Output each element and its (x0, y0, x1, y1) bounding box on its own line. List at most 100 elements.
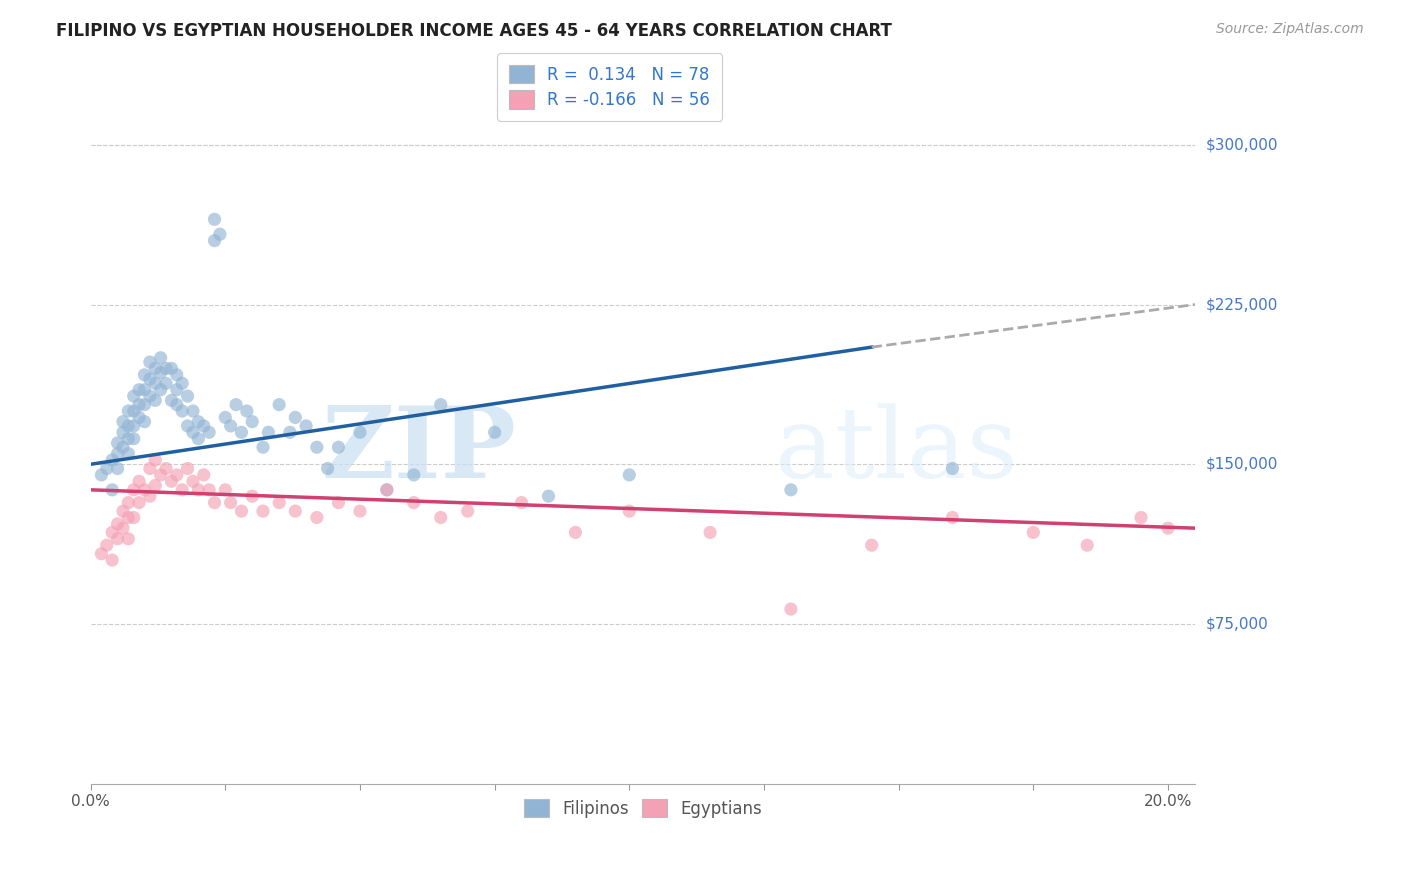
Point (107, 447, 129, 461)
Point (484, 425, 506, 440)
Point (225, 398, 247, 412)
Point (305, 440, 328, 454)
Point (128, 410, 150, 425)
Text: $300,000: $300,000 (1206, 137, 1278, 153)
Point (107, 532, 129, 546)
Point (149, 351, 172, 365)
Point (122, 389, 145, 403)
Point (122, 418, 145, 433)
Point (160, 475, 183, 489)
Point (219, 495, 242, 509)
Point (278, 425, 301, 440)
Point (510, 495, 533, 509)
Text: Source: ZipAtlas.com: Source: ZipAtlas.com (1216, 22, 1364, 37)
Point (193, 418, 215, 433)
Point (117, 418, 139, 433)
Point (139, 489, 162, 503)
Point (117, 532, 139, 546)
Point (149, 366, 172, 380)
Point (96, 538, 118, 552)
Point (204, 234, 226, 248)
Point (236, 404, 259, 418)
Point (1130, 510, 1153, 524)
Point (537, 489, 560, 503)
Point (143, 453, 166, 467)
Point (860, 538, 883, 552)
Point (198, 483, 221, 497)
Point (143, 478, 166, 492)
Point (1076, 538, 1098, 552)
Point (619, 467, 641, 482)
Point (204, 212, 226, 227)
Point (101, 553, 124, 567)
Point (90, 467, 112, 482)
Point (107, 461, 129, 475)
Point (1022, 525, 1045, 540)
Point (172, 404, 194, 418)
Point (139, 355, 162, 369)
Point (128, 495, 150, 509)
Point (284, 410, 307, 425)
Point (181, 475, 204, 489)
Point (160, 361, 183, 376)
Point (219, 418, 242, 433)
Point (1157, 521, 1180, 535)
Point (117, 495, 139, 509)
Point (117, 432, 139, 446)
Point (166, 383, 188, 397)
Point (134, 383, 156, 397)
Point (214, 483, 236, 497)
Point (143, 393, 166, 408)
Point (780, 483, 803, 497)
Point (204, 495, 226, 509)
Point (284, 504, 307, 518)
Point (328, 495, 350, 509)
Point (187, 432, 209, 446)
Point (122, 510, 145, 524)
Point (149, 467, 172, 482)
Point (122, 483, 145, 497)
Point (457, 504, 479, 518)
Point (305, 510, 328, 524)
Point (176, 461, 198, 475)
Point (111, 440, 134, 454)
Point (149, 383, 172, 397)
Point (257, 425, 280, 440)
Point (107, 516, 129, 531)
Point (214, 410, 236, 425)
Point (172, 483, 194, 497)
Text: FILIPINO VS EGYPTIAN HOUSEHOLDER INCOME AGES 45 - 64 YEARS CORRELATION CHART: FILIPINO VS EGYPTIAN HOUSEHOLDER INCOME … (56, 22, 893, 40)
Point (117, 510, 139, 524)
Point (101, 483, 124, 497)
Point (101, 525, 124, 540)
Point (176, 389, 198, 403)
Point (375, 483, 398, 497)
Point (187, 483, 209, 497)
Point (349, 504, 371, 518)
Legend: Filipinos, Egyptians: Filipinos, Egyptians (515, 790, 770, 826)
Point (269, 495, 291, 509)
Point (619, 504, 641, 518)
Point (375, 483, 398, 497)
Point (139, 461, 162, 475)
Point (429, 510, 451, 524)
Point (155, 461, 177, 475)
Point (172, 376, 194, 391)
Point (193, 467, 215, 482)
Point (134, 368, 156, 382)
Point (128, 475, 150, 489)
Point (160, 393, 183, 408)
Point (269, 398, 291, 412)
Point (780, 602, 803, 616)
Point (181, 404, 204, 418)
Point (117, 447, 139, 461)
Point (941, 461, 963, 475)
Text: ZIP: ZIP (321, 402, 516, 500)
Point (564, 525, 586, 540)
Point (155, 376, 177, 391)
Text: $150,000: $150,000 (1206, 457, 1278, 472)
Point (122, 404, 145, 418)
Point (402, 495, 425, 509)
Point (107, 436, 129, 450)
Point (240, 415, 263, 429)
